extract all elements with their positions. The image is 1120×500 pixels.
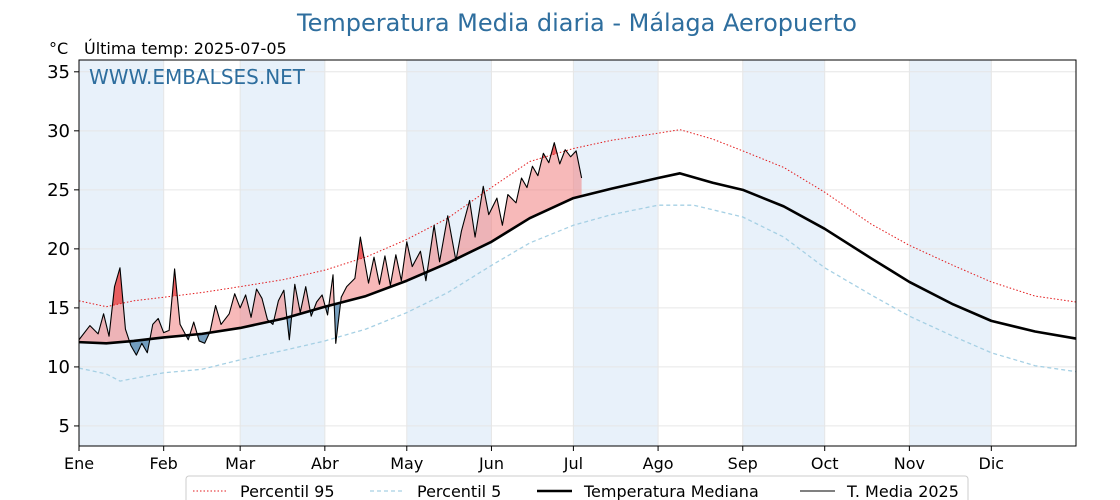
plot-frame [78, 59, 1077, 447]
x-tick-label-sep: Sep [728, 454, 758, 473]
x-tick-label-jul: Jul [563, 454, 583, 473]
y-tick-label-35: 35 [47, 62, 70, 83]
above-median-area [274, 290, 288, 322]
month-shading [79, 60, 992, 446]
above-p95-area [172, 268, 177, 297]
watermark: WWW.EMBALSES.NET [89, 65, 306, 89]
above-median-area [292, 284, 311, 317]
x-tick-label-jun: Jun [478, 454, 504, 473]
x-tick-label-oct: Oct [811, 454, 839, 473]
series-lines [78, 129, 1077, 382]
x-tick-label-mar: Mar [225, 454, 256, 473]
y-tick-label-10: 10 [47, 357, 70, 378]
above-p95-area [357, 237, 364, 260]
legend-label-t-media-2025: T. Media 2025 [846, 482, 959, 500]
x-tick-label-ago: Ago [643, 454, 674, 473]
month-band-mar [240, 60, 325, 446]
series-percentil-5 [78, 204, 1077, 382]
x-tick-label-feb: Feb [150, 454, 178, 473]
x-tick-label-ene: Ene [64, 454, 94, 473]
y-axis: 5 10 15 20 25 30 35 [47, 62, 79, 437]
x-axis: Ene Feb Mar Abr May Jun Jul Ago Sep Oct Nov Dic [64, 446, 1004, 473]
x-tick-label-abr: Abr [311, 454, 339, 473]
legend-label-percentil-95: Percentil 95 [240, 482, 335, 500]
month-band-ene [79, 60, 164, 446]
y-tick-label-5: 5 [59, 416, 70, 437]
month-band-nov [909, 60, 992, 446]
above-median-area [456, 142, 582, 259]
series-percentil-95 [78, 129, 1077, 308]
y-tick-label-15: 15 [47, 298, 70, 319]
y-tick-label-20: 20 [47, 239, 70, 260]
above-p95-area [550, 142, 558, 156]
month-band-sep [742, 60, 825, 446]
legend-label-percentil-5: Percentil 5 [417, 482, 501, 500]
above-median-area [190, 322, 198, 337]
last-temp-label: Última temp: 2025-07-05 [84, 39, 287, 58]
unit-label: °C [49, 39, 68, 58]
above-median-area [210, 289, 271, 333]
series-temperatura-mediana [78, 172, 1077, 345]
above-p95-area [112, 267, 123, 306]
x-tick-label-may: May [390, 454, 423, 473]
y-tick-label-30: 30 [47, 121, 70, 142]
month-band-jul [573, 60, 659, 446]
chart-title: Temperatura Media diaria - Málaga Aeropu… [296, 9, 857, 37]
series-t-media-2025 [78, 142, 583, 356]
legend-label-temperatura-mediana: Temperatura Mediana [583, 482, 759, 500]
y-tick-label-25: 25 [47, 180, 70, 201]
legend-box [185, 475, 969, 500]
legend: Percentil 95 Percentil 5 Temperatura Media… [185, 475, 969, 500]
x-tick-label-nov: Nov [894, 454, 925, 473]
x-tick-label-dic: Dic [979, 454, 1005, 473]
below-median-area [186, 333, 191, 340]
